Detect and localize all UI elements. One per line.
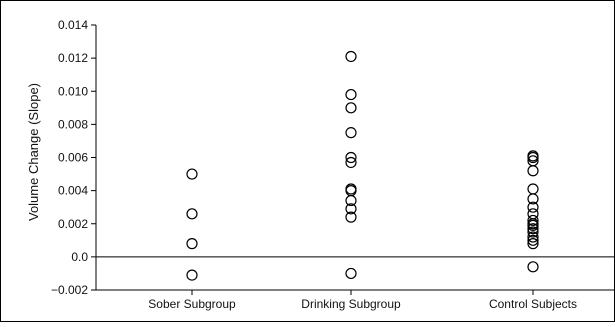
y-tick-label: 0.008 <box>58 117 88 131</box>
data-point <box>527 261 539 273</box>
x-tick-label: Sober Subgroup <box>148 297 236 311</box>
y-tick-label: 0.006 <box>58 151 88 165</box>
data-point <box>527 193 539 205</box>
data-point <box>345 267 357 280</box>
data-point <box>186 208 198 220</box>
data-point <box>527 238 539 250</box>
data-point <box>345 102 357 114</box>
data-point <box>186 269 198 281</box>
data-point <box>345 156 357 169</box>
y-tick-label: 0.004 <box>58 184 88 198</box>
data-point <box>527 231 539 243</box>
y-tick-label: 0.010 <box>58 84 88 98</box>
y-tick-label: 0.0 <box>71 250 88 264</box>
data-point <box>527 234 539 246</box>
data-point <box>345 127 357 139</box>
data-point <box>345 203 357 215</box>
data-point <box>186 168 198 180</box>
data-point <box>527 151 539 164</box>
y-axis-title: Volume Change (Slope) <box>26 83 41 221</box>
data-point <box>345 88 357 101</box>
data-point <box>527 183 539 195</box>
data-point <box>527 223 539 235</box>
y-tick-label: 0.014 <box>58 18 88 32</box>
data-points <box>186 50 539 281</box>
data-point <box>345 211 357 223</box>
data-point <box>345 194 357 207</box>
x-tick-label: Control Subjects <box>489 297 577 311</box>
data-point <box>527 201 539 213</box>
y-tick-label: −0.002 <box>51 283 88 297</box>
y-tick-label: 0.012 <box>58 51 88 65</box>
data-point <box>345 151 357 164</box>
data-point <box>527 219 539 232</box>
data-point <box>527 165 539 177</box>
data-point <box>527 226 539 238</box>
x-axis: Sober Subgroup Drinking Subgroup Control S… <box>96 256 614 311</box>
x-tick-label: Drinking Subgroup <box>301 297 401 311</box>
y-axis: −0.002 0.0 0.002 0.004 0.006 0.008 0.010 0.012 0… <box>51 18 97 297</box>
data-point <box>345 50 357 63</box>
y-tick-label: 0.002 <box>58 217 88 231</box>
data-point <box>186 238 198 250</box>
data-point <box>527 214 539 227</box>
